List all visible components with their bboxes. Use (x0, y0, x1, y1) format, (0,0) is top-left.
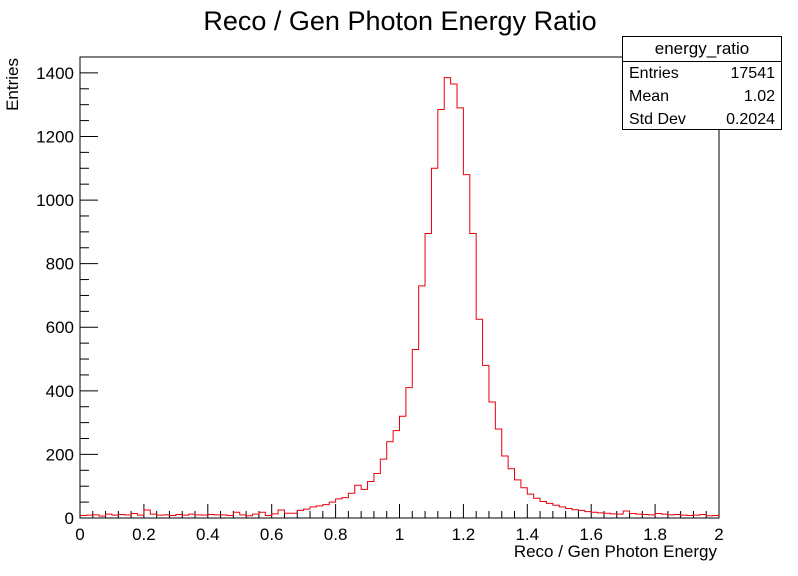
x-tick-label: 1.8 (643, 525, 667, 544)
histogram-series-line (80, 77, 719, 517)
y-axis-label: Entries (3, 58, 22, 111)
x-tick-labels: 0 0.2 0.4 0.6 0.8 1 1.2 1.4 1.6 1.8 2 (75, 525, 723, 544)
y-tick-label: 1400 (36, 64, 74, 83)
stats-mean-value: 1.02 (743, 88, 775, 105)
y-tick-label: 600 (46, 318, 74, 337)
x-tick-label: 0.6 (260, 525, 284, 544)
chart-title: Reco / Gen Photon Energy Ratio (203, 6, 596, 36)
x-axis-label: Reco / Gen Photon Energy (514, 542, 718, 561)
x-tick-label: 0.4 (196, 525, 220, 544)
x-tick-label: 1.2 (452, 525, 476, 544)
stats-row-stddev: Std Dev 0.2024 (623, 108, 781, 131)
x-tick-label: 0 (75, 525, 84, 544)
x-tick-label: 1 (395, 525, 404, 544)
x-tick-label: 1.4 (515, 525, 539, 544)
stats-title: energy_ratio (623, 37, 781, 62)
y-tick-label: 800 (46, 255, 74, 274)
y-tick-label: 0 (65, 509, 74, 528)
x-tick-label: 0.2 (132, 525, 156, 544)
x-tick-label: 0.8 (324, 525, 348, 544)
stats-mean-label: Mean (629, 88, 670, 105)
y-tick-label: 200 (46, 445, 74, 464)
y-tick-label: 1200 (36, 127, 74, 146)
x-tick-label: 1.6 (579, 525, 603, 544)
stats-stddev-label: Std Dev (629, 111, 686, 128)
stats-entries-label: Entries (629, 65, 679, 82)
x-tick-label: 2 (714, 525, 723, 544)
y-tick-label: 400 (46, 382, 74, 401)
stats-box: energy_ratio Entries 17541 Mean 1.02 Std… (622, 36, 782, 130)
y-tick-label: 1000 (36, 191, 74, 210)
stats-entries-value: 17541 (730, 65, 776, 82)
y-tick-labels: 0 200 400 600 800 1000 1200 1400 (36, 64, 74, 528)
stats-row-entries: Entries 17541 (623, 62, 781, 85)
stats-row-mean: Mean 1.02 (623, 85, 781, 108)
stats-stddev-value: 0.2024 (726, 111, 775, 128)
